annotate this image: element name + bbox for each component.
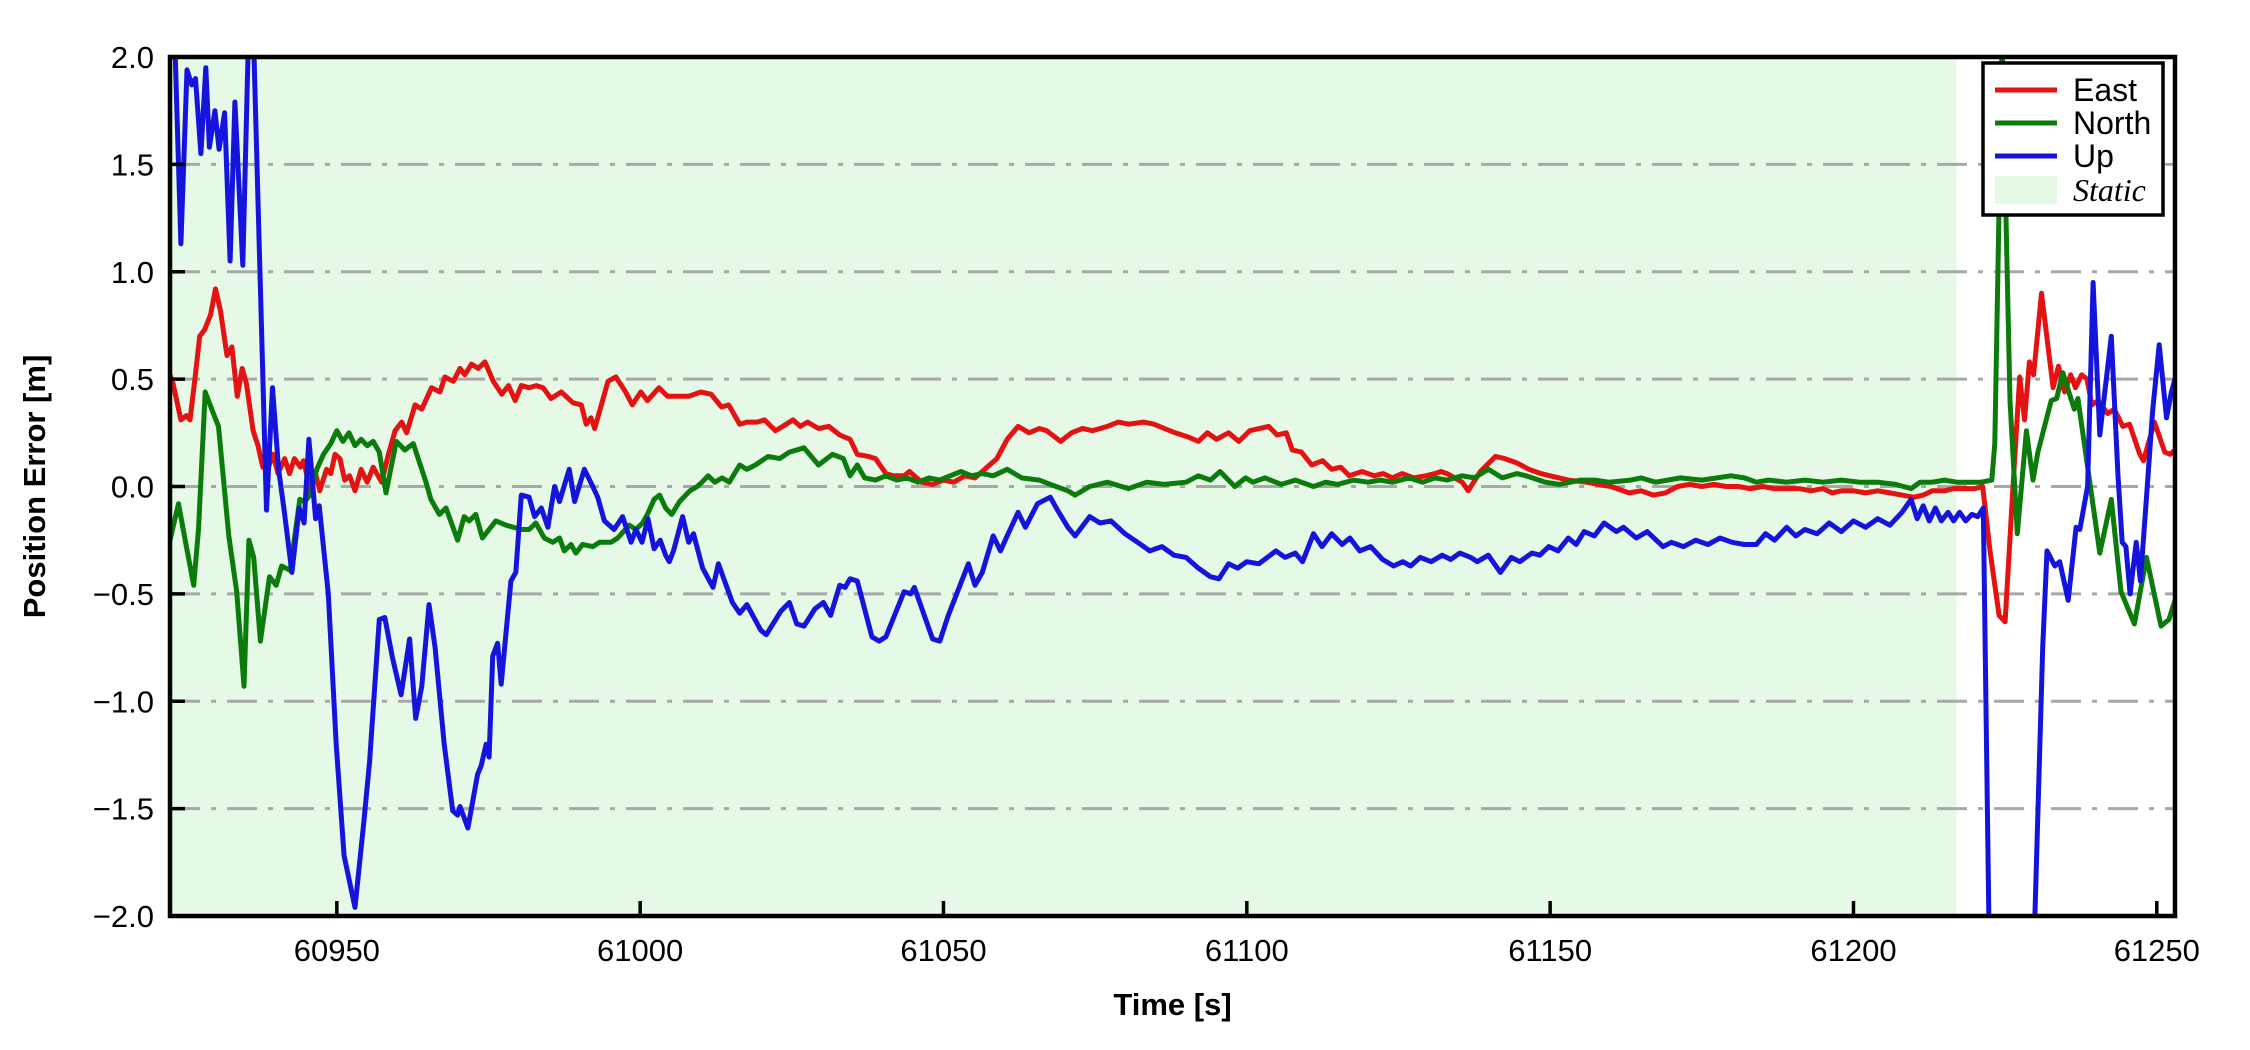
ytick-label-2.0: 2.0 [111, 40, 154, 75]
xtick-label-61000: 61000 [597, 933, 683, 968]
series-line-up [172, 57, 2175, 916]
x-axis-label: Time [s] [1113, 987, 1231, 1022]
ytick-label-−0.5: −0.5 [93, 577, 154, 612]
xtick-label-61150: 61150 [1508, 933, 1592, 968]
legend-label-east: East [2073, 72, 2137, 108]
ytick-label-1.0: 1.0 [111, 255, 154, 290]
series-line-east [170, 286, 2175, 625]
ytick-label-1.5: 1.5 [111, 147, 154, 182]
xtick-label-61100: 61100 [1205, 933, 1289, 968]
ytick-label-−1.0: −1.0 [93, 684, 154, 719]
ytick-label-−2.0: −2.0 [93, 899, 154, 934]
y-axis-label: Position Error [m] [17, 355, 52, 619]
ytick-label-0.0: 0.0 [111, 470, 154, 505]
ytick-label-−1.5: −1.5 [93, 792, 154, 827]
legend-swatch-static [1995, 176, 2057, 204]
series-line-north [170, 57, 2175, 689]
plot-border [167, 54, 2178, 919]
xtick-label-60950: 60950 [294, 933, 380, 968]
legend-label-static: Static [2073, 172, 2146, 208]
xtick-label-61200: 61200 [1810, 933, 1896, 968]
xtick-label-61250: 61250 [2114, 933, 2200, 968]
ytick-label-0.5: 0.5 [111, 362, 154, 397]
legend-label-north: North [2073, 105, 2151, 141]
legend-label-up: Up [2073, 138, 2114, 174]
xtick-label-61050: 61050 [900, 933, 986, 968]
